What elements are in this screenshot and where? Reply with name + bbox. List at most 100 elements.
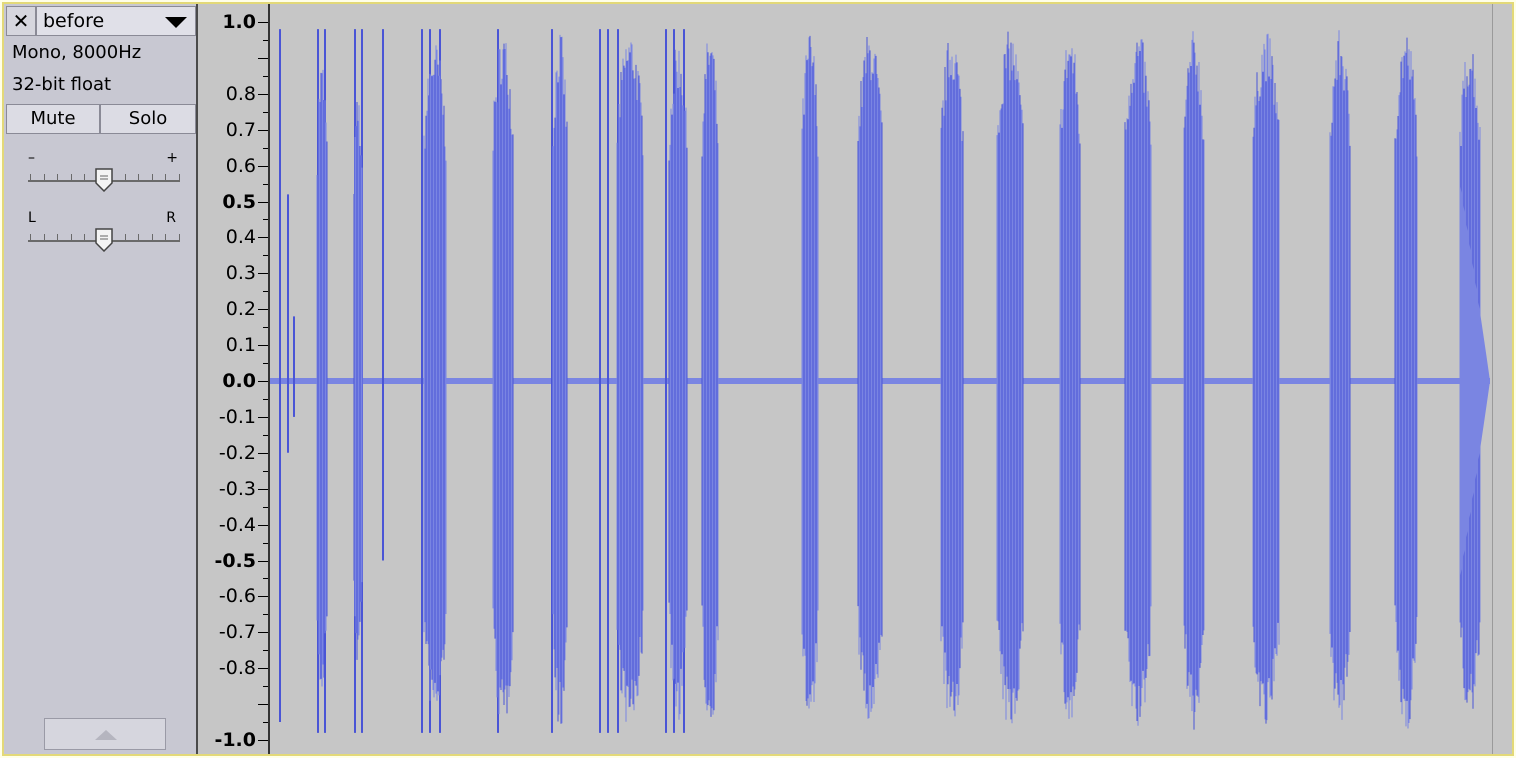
slider-tick xyxy=(57,234,58,240)
ruler-tick xyxy=(263,506,268,508)
slider-tick xyxy=(165,174,166,180)
waveform-burst xyxy=(857,37,883,719)
ruler-label: -0.3 xyxy=(218,477,256,500)
ruler-label: -0.2 xyxy=(218,441,256,464)
dropdown-arrow-icon xyxy=(165,17,187,28)
ruler-label: 0.4 xyxy=(225,226,256,249)
ruler-tick xyxy=(258,237,268,239)
ruler-label: 1.0 xyxy=(222,11,256,33)
ruler-tick xyxy=(263,650,268,652)
ruler-tick xyxy=(258,632,268,634)
ruler-label: -0.6 xyxy=(218,585,256,608)
waveform-burst xyxy=(1329,30,1351,720)
slider-tick xyxy=(57,174,58,180)
ruler-tick xyxy=(258,22,268,23)
ruler-tick xyxy=(263,291,268,293)
ruler-tick xyxy=(263,111,268,113)
ruler-label: -0.1 xyxy=(218,405,256,428)
slider-thumb-icon[interactable] xyxy=(95,228,113,252)
gain-slider[interactable]: – + xyxy=(28,150,180,192)
track-sample-format-info: 32-bit float xyxy=(12,74,112,95)
close-track-button[interactable]: ✕ xyxy=(6,6,36,36)
ruler-tick xyxy=(263,434,268,436)
ruler-label: 0.5 xyxy=(222,190,256,213)
ruler-label: 0.2 xyxy=(225,298,256,321)
waveform-burst xyxy=(616,42,644,722)
pan-left-label: L xyxy=(28,210,36,226)
ruler-tick xyxy=(263,147,268,149)
solo-button[interactable]: Solo xyxy=(100,104,196,134)
ruler-tick xyxy=(263,363,268,365)
waveform-area[interactable] xyxy=(270,4,1492,754)
ruler-tick xyxy=(258,165,268,167)
ruler-tick xyxy=(258,57,268,59)
slider-tick xyxy=(138,174,139,180)
track-title-row: ✕ before xyxy=(6,6,196,36)
pan-slider[interactable]: L R xyxy=(28,210,180,252)
ruler-tick xyxy=(263,39,268,41)
waveform-burst xyxy=(492,43,514,715)
collapse-track-button[interactable] xyxy=(44,718,166,750)
ruler-tick xyxy=(258,201,268,203)
waveform-burst xyxy=(701,43,719,717)
waveform-burst xyxy=(1124,39,1152,726)
track-format-info: Mono, 8000Hz xyxy=(12,42,142,63)
waveform-burst xyxy=(940,43,964,717)
slider-tick xyxy=(70,234,72,240)
ruler-tick xyxy=(258,93,268,95)
slider-thumb-icon[interactable] xyxy=(95,168,113,192)
ruler-tick xyxy=(258,452,268,454)
ruler-tick xyxy=(258,740,268,741)
waveform-burst xyxy=(668,49,688,720)
ruler-label: -1.0 xyxy=(214,729,256,751)
ruler-tick xyxy=(258,273,268,275)
track-menu-button[interactable]: before xyxy=(36,6,196,36)
slider-tick xyxy=(84,234,85,240)
ruler-tick xyxy=(263,542,268,544)
gain-plus-label: + xyxy=(166,150,178,166)
slider-tick xyxy=(30,174,31,180)
slider-tick xyxy=(178,234,180,240)
ruler-label: 0.7 xyxy=(225,118,256,141)
waveform-tail xyxy=(1460,183,1490,579)
ruler-tick xyxy=(263,75,268,77)
track-name: before xyxy=(43,10,105,32)
ruler-label: 0.1 xyxy=(225,334,256,357)
ruler-tick xyxy=(263,255,268,257)
ruler-tick xyxy=(258,345,268,347)
slider-tick xyxy=(138,234,139,240)
ruler-tick xyxy=(263,183,268,185)
gain-minus-label: – xyxy=(28,150,35,166)
ruler-label: -0.8 xyxy=(218,657,256,680)
ruler-tick xyxy=(263,614,268,616)
ruler-tick xyxy=(258,129,268,131)
ruler-tick xyxy=(263,327,268,329)
ruler-label: 0.0 xyxy=(222,370,256,392)
mute-button[interactable]: Mute xyxy=(6,104,100,134)
ruler-tick xyxy=(258,416,268,418)
slider-tick xyxy=(165,234,166,240)
waveform-burst xyxy=(353,102,363,660)
ruler-tick xyxy=(258,596,268,598)
ruler-label: 0.6 xyxy=(225,154,256,177)
slider-tick xyxy=(178,174,180,180)
slider-tick xyxy=(124,234,126,240)
waveform-burst xyxy=(1059,48,1081,719)
slider-tick xyxy=(151,174,153,180)
ruler-tick xyxy=(263,686,268,688)
waveform-burst xyxy=(801,35,819,709)
ruler-label: -0.5 xyxy=(214,549,256,572)
ruler-tick xyxy=(258,309,268,311)
slider-tick xyxy=(43,234,45,240)
track-control-panel: ✕ before Mono, 8000Hz 32-bit float Mute … xyxy=(4,4,198,754)
waveform xyxy=(270,29,1490,733)
waveform-burst xyxy=(1394,37,1418,729)
ruler-label: 0.8 xyxy=(225,82,256,105)
waveform-burst xyxy=(996,31,1024,724)
slider-tick xyxy=(30,234,31,240)
collapse-arrow-icon xyxy=(95,730,117,740)
close-icon: ✕ xyxy=(12,9,30,33)
amplitude-ruler: 1.0 0.8 0.7 0.6 0.5 0.4 0.3 0.2 0.1 0.0 -0.1 -0.2 -0… xyxy=(198,4,270,754)
ruler-tick xyxy=(263,470,268,472)
